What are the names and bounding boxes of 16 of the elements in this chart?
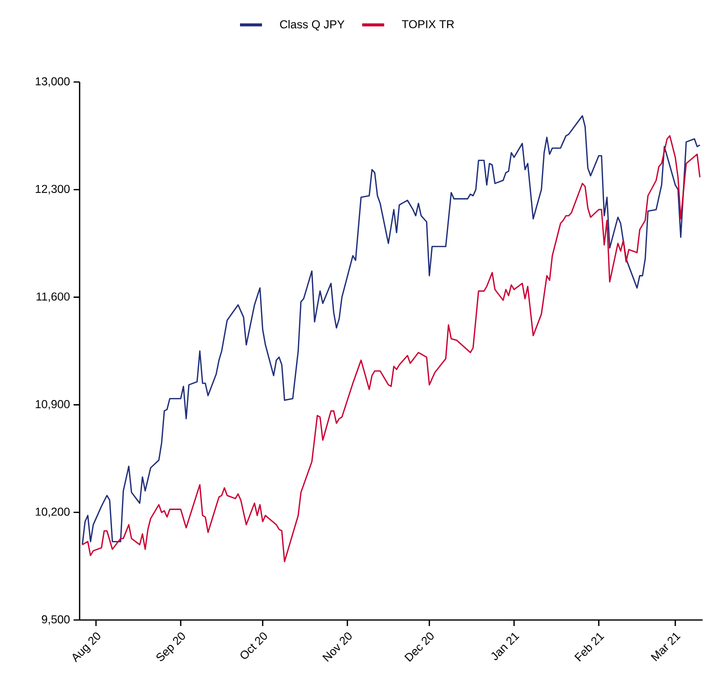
y-tick-label: 11,600 (36, 292, 70, 302)
y-tick-label: 10,200 (36, 508, 70, 518)
x-tick-label: Sep 20 (156, 632, 185, 662)
legend-label: TOPIX TR (402, 20, 454, 28)
x-tick-label: Aug 20 (72, 632, 100, 662)
y-tick-label: 10,900 (36, 400, 70, 410)
legend-label: Class Q JPY (280, 20, 344, 30)
x-tick-label: Oct 20 (240, 632, 267, 659)
x-tick-label: Feb 21 (574, 633, 604, 662)
y-tick-label: 12,300 (36, 184, 70, 194)
x-tick-label: Mar 21 (650, 632, 681, 662)
y-tick-label: 9,500 (42, 615, 70, 625)
x-tick-label: Nov 20 (322, 632, 352, 662)
x-tick-label: Dec 20 (404, 632, 434, 662)
x-tick-label: Jan 21 (491, 632, 520, 660)
y-tick-label: 13,000 (36, 77, 70, 87)
